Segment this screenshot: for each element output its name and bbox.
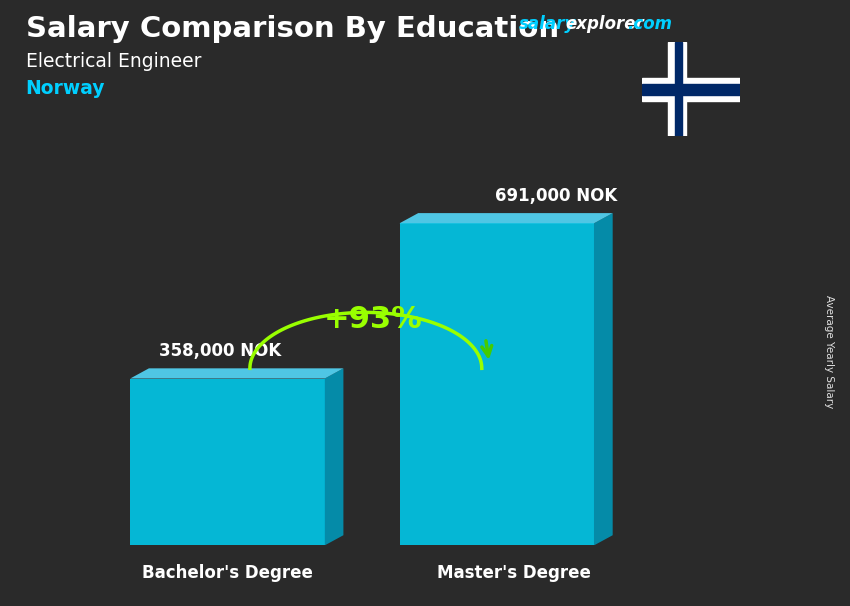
Bar [642,84,740,95]
Text: Average Yearly Salary: Average Yearly Salary [824,295,834,408]
Text: 358,000 NOK: 358,000 NOK [159,342,281,360]
Text: Salary Comparison By Education: Salary Comparison By Education [26,15,558,43]
Bar [668,42,686,136]
Bar [675,42,682,136]
Text: 691,000 NOK: 691,000 NOK [496,187,618,205]
Text: .com: .com [627,15,672,33]
Text: Electrical Engineer: Electrical Engineer [26,52,201,70]
Polygon shape [400,213,613,223]
Polygon shape [130,368,343,379]
Polygon shape [594,213,613,545]
Polygon shape [400,223,594,545]
Text: Bachelor's Degree: Bachelor's Degree [142,564,313,582]
Text: Master's Degree: Master's Degree [437,564,591,582]
Text: Norway: Norway [26,79,105,98]
Polygon shape [325,368,343,545]
Text: +93%: +93% [324,305,422,334]
Bar [642,78,740,101]
Text: explorer: explorer [565,15,644,33]
Text: salary: salary [518,15,575,33]
Polygon shape [130,379,325,545]
